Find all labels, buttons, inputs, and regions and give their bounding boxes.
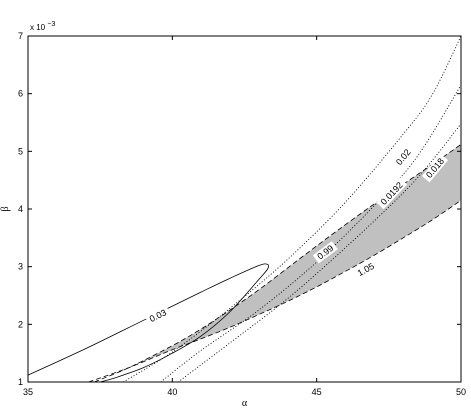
x-tick-label-35: 35	[23, 387, 33, 397]
y-tick-label-6: 6	[18, 89, 23, 99]
shaded-region	[129, 144, 461, 368]
contour-line-3	[160, 84, 461, 382]
shaded-region-layer	[129, 144, 461, 368]
contour-label-bg-3	[376, 177, 408, 210]
contour-line-2	[123, 36, 461, 382]
x-tick-label-45: 45	[312, 387, 322, 397]
x-tick-label-40: 40	[167, 387, 177, 397]
contour-label-bg-5	[312, 241, 338, 264]
contour-label-bg-6	[352, 259, 379, 280]
y-tick-label-1: 1	[18, 377, 23, 387]
y-tick-label-4: 4	[18, 204, 23, 214]
contour-line-6	[88, 199, 461, 382]
y-exponent-label: x 10 −3	[30, 21, 55, 32]
y-exponent-base: x 10	[30, 23, 46, 32]
y-tick-label-3: 3	[18, 262, 23, 272]
contour-label-bg-4	[421, 153, 449, 183]
y-exponent-power: −3	[47, 21, 55, 28]
y-tick-label-5: 5	[18, 146, 23, 156]
contour-label-bg-2	[391, 144, 415, 170]
x-tick-label-50: 50	[456, 387, 466, 397]
y-tick-label-2: 2	[18, 319, 23, 329]
y-tick-label-7: 7	[18, 31, 23, 41]
x-axis-label: α	[242, 398, 248, 409]
contour-line-5	[94, 144, 461, 382]
y-axis-label: β	[0, 206, 11, 211]
contour-label-bg-1	[145, 305, 171, 326]
